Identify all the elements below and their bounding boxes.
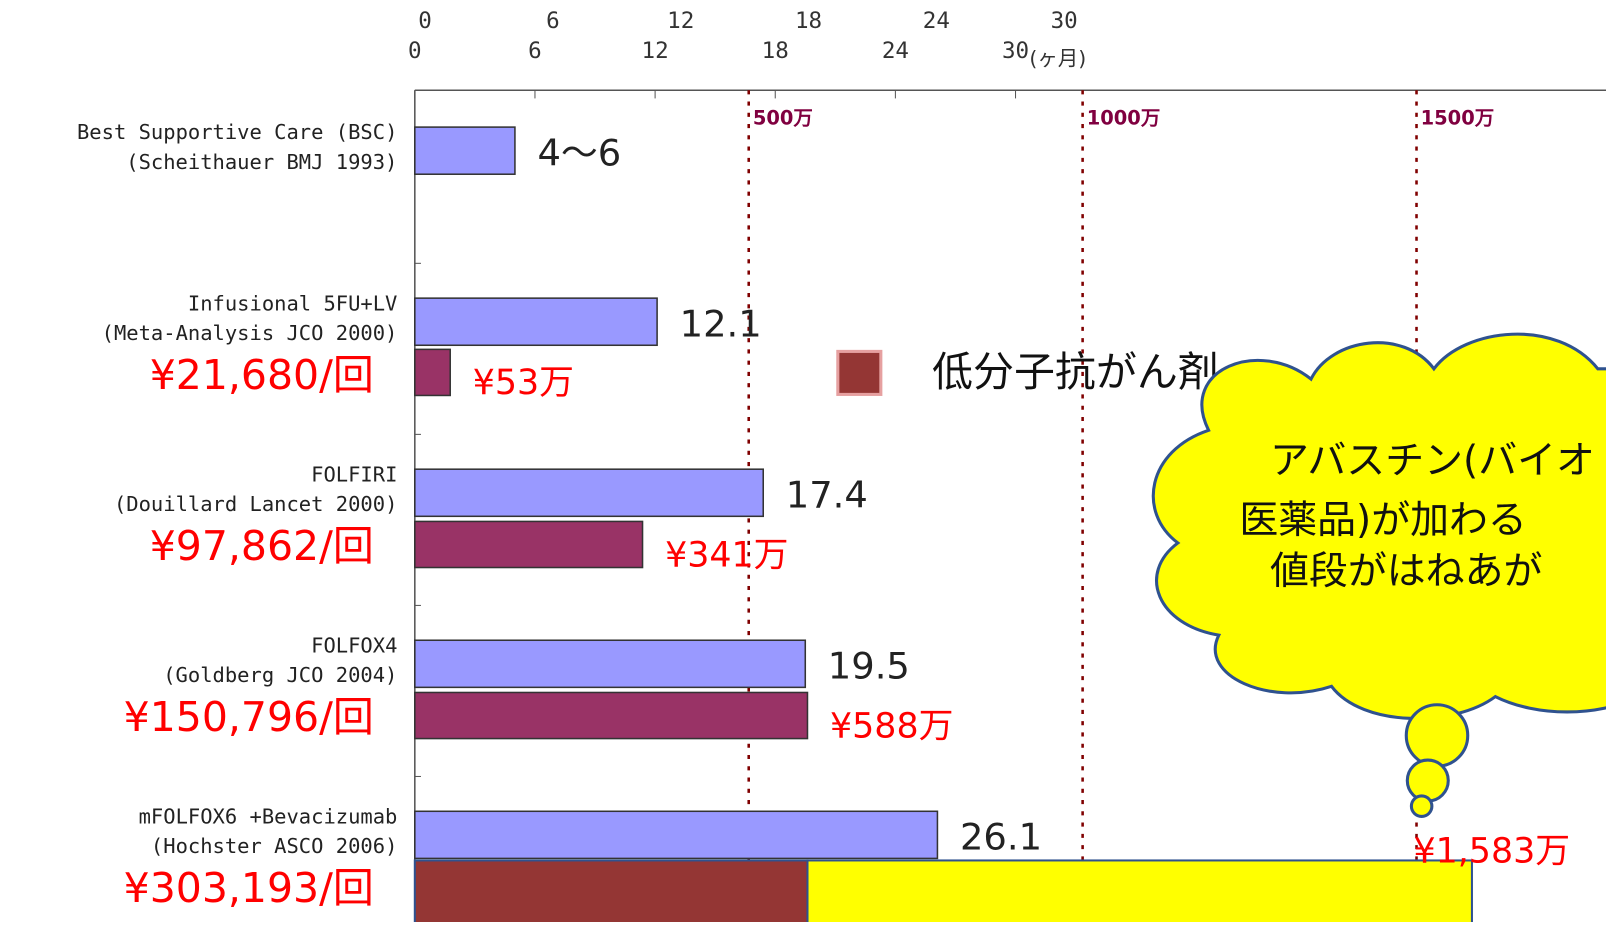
x-tick-label-ghost: 30 bbox=[1051, 8, 1078, 34]
cloud-text: アバスチン(バイオ bbox=[1270, 439, 1595, 484]
survival-bar bbox=[414, 468, 764, 518]
category-label: FOLFIRI bbox=[311, 462, 397, 486]
x-tick-label-ghost: 0 bbox=[418, 8, 432, 34]
cost-tick-label: 1500万 bbox=[1421, 106, 1495, 129]
survival-bar bbox=[414, 810, 939, 860]
x-tick-label-ghost: 24 bbox=[923, 8, 950, 34]
cost-tick-label: 1000万 bbox=[1087, 106, 1161, 129]
cost-bar bbox=[414, 348, 451, 397]
category-source: (Goldberg JCO 2004) bbox=[163, 663, 397, 687]
survival-label: 12.1 bbox=[680, 302, 762, 345]
x-tick-label-ghost: 12 bbox=[667, 8, 694, 34]
x-tick-label: 24 bbox=[882, 38, 909, 64]
x-tick-label: 0 bbox=[408, 38, 422, 64]
cost-tick-label: 500万 bbox=[753, 106, 813, 129]
x-unit: (ヶ月) bbox=[1029, 46, 1086, 70]
survival-bar bbox=[414, 639, 807, 689]
x-tick-label: 18 bbox=[762, 38, 789, 64]
category-label: FOLFOX4 bbox=[311, 633, 397, 657]
price-label: ¥21,680/回 bbox=[150, 351, 374, 399]
row-separators bbox=[414, 262, 421, 777]
legend-label: 低分子抗がん剤 bbox=[932, 348, 1219, 396]
speech-cloud bbox=[1151, 332, 1606, 818]
x-tick-label: 12 bbox=[642, 38, 669, 64]
cost-label: ¥341万 bbox=[665, 535, 788, 575]
survival-label: 19.5 bbox=[828, 644, 910, 687]
category-source: (Douillard Lancet 2000) bbox=[114, 492, 397, 516]
category-label: Infusional 5FU+LV bbox=[188, 291, 397, 315]
total-cost-label: ¥1,583万 bbox=[1413, 831, 1570, 871]
legend-swatch bbox=[836, 349, 883, 396]
price-label: ¥97,862/回 bbox=[150, 522, 374, 570]
price-label: ¥150,796/回 bbox=[124, 693, 374, 741]
category-source: (Scheithauer BMJ 1993) bbox=[126, 150, 397, 174]
cost-bar bbox=[413, 859, 809, 926]
survival-label: 26.1 bbox=[960, 815, 1042, 858]
cost-bar bbox=[414, 691, 809, 740]
x-tick-label: 6 bbox=[528, 38, 542, 64]
survival-bar bbox=[414, 126, 516, 175]
price-label: ¥303,193/回 bbox=[124, 864, 374, 912]
category-source: (Hochster ASCO 2006) bbox=[151, 834, 397, 858]
cloud-text: 医薬品)が加わる bbox=[1239, 498, 1527, 543]
cost-bar bbox=[414, 520, 644, 569]
survival-label: 4〜6 bbox=[537, 131, 621, 174]
survival-bar bbox=[414, 297, 658, 347]
category-source: (Meta-Analysis JCO 2000) bbox=[102, 321, 398, 345]
x-tick-label: 30 bbox=[1002, 38, 1029, 64]
category-label: mFOLFOX6 +Bevacizumab bbox=[139, 804, 398, 828]
x-tick-label-ghost: 18 bbox=[795, 8, 822, 34]
cost-label: ¥53万 bbox=[473, 363, 574, 403]
x-tick-label-ghost: 6 bbox=[546, 8, 560, 34]
cost-label: ¥588万 bbox=[830, 706, 953, 746]
bevacizumab-bar bbox=[806, 859, 1473, 926]
survival-label: 17.4 bbox=[786, 473, 868, 516]
category-label: Best Supportive Care (BSC) bbox=[77, 120, 397, 144]
cloud-text: 値段がはねあが bbox=[1270, 549, 1542, 594]
